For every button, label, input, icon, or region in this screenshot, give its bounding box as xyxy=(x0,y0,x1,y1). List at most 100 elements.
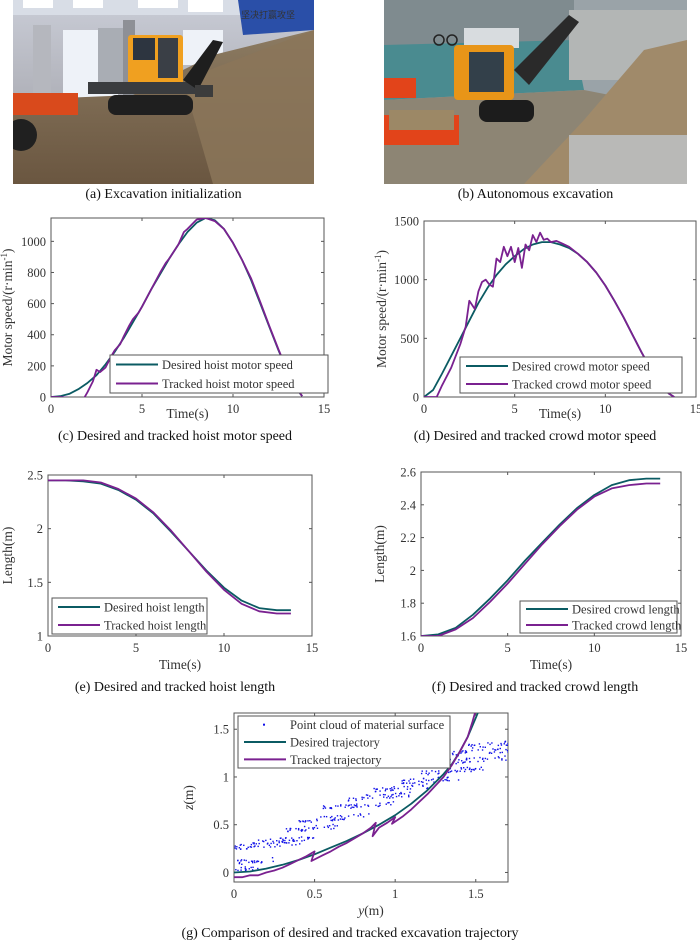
point-cloud-point xyxy=(316,827,319,829)
point-cloud-point xyxy=(257,867,259,870)
point-cloud-point xyxy=(482,757,484,760)
point-cloud-point xyxy=(473,757,475,759)
point-cloud-point xyxy=(250,866,252,869)
point-cloud-point xyxy=(254,861,256,864)
point-cloud-point xyxy=(336,825,339,827)
legend-box xyxy=(519,600,678,634)
point-cloud-point xyxy=(426,783,428,785)
point-cloud-point xyxy=(351,806,353,808)
point-cloud-point xyxy=(480,766,483,769)
point-cloud-point xyxy=(347,800,350,802)
point-cloud-point xyxy=(385,803,387,805)
point-cloud-point xyxy=(405,782,408,784)
point-cloud-point xyxy=(356,806,358,808)
point-cloud-point xyxy=(332,823,334,826)
y-tick-label: 2.6 xyxy=(400,466,416,480)
point-cloud-point xyxy=(390,795,392,798)
x-tick-label: 15 xyxy=(690,402,700,416)
point-cloud-point xyxy=(243,844,245,847)
point-cloud-point xyxy=(477,760,479,763)
point-cloud-point xyxy=(252,842,254,844)
caption-e: (e) Desired and tracked hoist length xyxy=(74,680,276,695)
point-cloud-point xyxy=(392,793,394,796)
plot-content xyxy=(421,477,661,636)
point-cloud-point xyxy=(468,743,470,746)
x-tick-label: 0 xyxy=(421,402,427,416)
point-cloud-point xyxy=(361,796,363,799)
y-tick-label: 0 xyxy=(413,391,419,405)
y-tick-label: 2 xyxy=(37,522,43,536)
point-cloud-point xyxy=(501,751,503,754)
point-cloud-point xyxy=(250,843,253,846)
point-cloud-point xyxy=(386,796,388,799)
x-tick-label: 1 xyxy=(392,887,398,901)
point-cloud-point xyxy=(344,806,346,808)
chart-crowd-length: 0 5 10 15 1.6 1.8 2 2.2 2.4 2.6 Time(s) Length(m) De… xyxy=(372,466,687,673)
point-cloud-point xyxy=(500,744,503,746)
series-line-tracked xyxy=(234,713,476,879)
x-axis-label: y(m) xyxy=(356,903,384,918)
point-cloud-point xyxy=(448,780,450,782)
legend: Desired hoist motor speed Tracked hoist m… xyxy=(109,354,329,394)
y-tick-label: 2 xyxy=(410,564,416,578)
point-cloud-point xyxy=(432,778,434,780)
x-axis-label: Time(s) xyxy=(159,657,201,672)
x-tick-label: 0 xyxy=(48,402,54,416)
point-cloud-point xyxy=(274,846,276,848)
point-cloud-point xyxy=(465,751,468,754)
point-cloud-point xyxy=(505,748,507,751)
point-cloud-point xyxy=(282,838,284,841)
point-cloud-point xyxy=(495,749,497,751)
point-cloud-point xyxy=(291,844,293,846)
point-cloud-point xyxy=(490,752,493,754)
point-cloud-point xyxy=(507,751,508,753)
point-cloud-point xyxy=(379,790,381,792)
point-cloud-point xyxy=(422,785,424,787)
plot-content xyxy=(48,479,291,615)
point-cloud-point xyxy=(253,845,255,848)
point-cloud-point xyxy=(356,803,358,805)
point-cloud-point xyxy=(343,818,345,821)
y-axis-label-var: z xyxy=(181,804,196,811)
point-cloud-point xyxy=(452,753,454,756)
point-cloud-point xyxy=(237,859,239,862)
point-cloud-point xyxy=(393,787,396,790)
point-cloud-point xyxy=(235,868,237,871)
point-cloud-point xyxy=(291,837,293,839)
point-cloud-point xyxy=(427,773,429,776)
point-cloud-point xyxy=(263,846,265,848)
legend-label: Tracked hoist length xyxy=(104,619,207,633)
point-cloud-point xyxy=(422,777,425,780)
point-cloud-point xyxy=(339,818,342,820)
point-cloud-point xyxy=(299,821,301,823)
y-tick-label: 1.5 xyxy=(27,576,43,590)
point-cloud-point xyxy=(379,804,381,807)
point-cloud-point xyxy=(240,869,242,871)
point-cloud-point xyxy=(327,826,330,829)
y-tick-label: 400 xyxy=(27,328,46,342)
point-cloud-point xyxy=(334,825,336,827)
chart-hoist-motor-speed: 0 5 10 15 0 200 400 600 800 1000 Time(s) Motor spee… xyxy=(0,217,330,421)
point-cloud-point xyxy=(245,848,248,850)
point-cloud-point xyxy=(348,804,350,806)
point-cloud-point xyxy=(350,804,352,806)
point-cloud-point xyxy=(389,788,391,790)
point-cloud-point xyxy=(411,785,414,787)
point-cloud-point xyxy=(367,804,369,807)
point-cloud-point xyxy=(297,827,300,830)
y-axis-label: z(m) xyxy=(181,785,196,811)
point-cloud-point xyxy=(308,836,310,839)
point-cloud-point xyxy=(444,778,446,781)
point-cloud-point xyxy=(379,794,381,796)
point-cloud-point xyxy=(487,742,489,744)
point-cloud-point xyxy=(368,813,370,815)
point-cloud-point xyxy=(409,782,411,784)
point-cloud-point xyxy=(455,754,458,756)
point-cloud-point xyxy=(323,815,326,818)
y-tick-label: 1 xyxy=(37,630,43,644)
point-cloud-point xyxy=(478,768,481,770)
chart-crowd-motor-speed: 0 5 10 15 0 500 1000 1500 Time(s) Motor speed/(r·… xyxy=(373,215,700,422)
point-cloud-point xyxy=(360,814,362,816)
point-cloud-point xyxy=(302,820,304,823)
y-axis-label-sup: -1 xyxy=(373,254,383,262)
